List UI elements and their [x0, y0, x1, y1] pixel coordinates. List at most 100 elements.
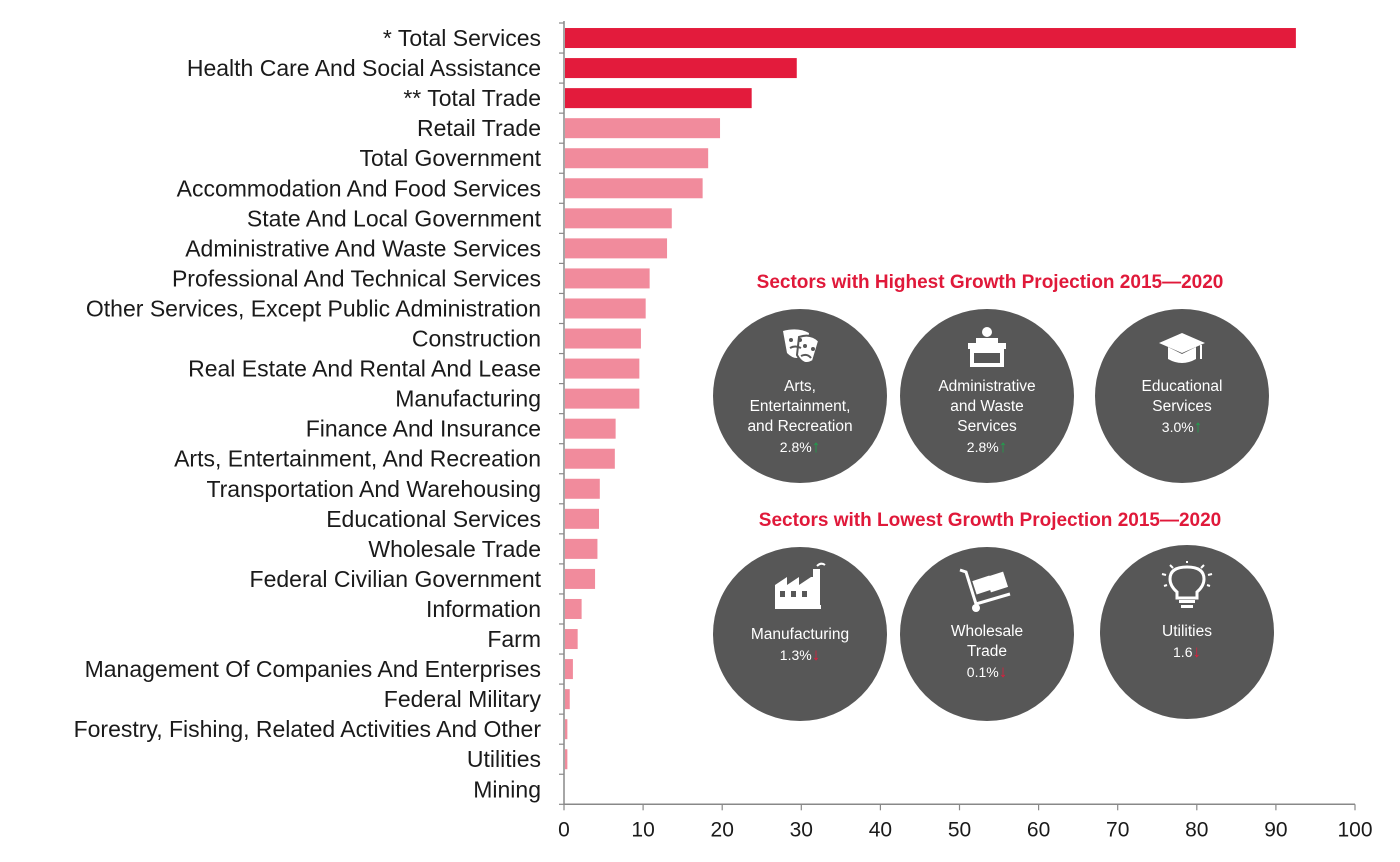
category-label: Forestry, Fishing, Related Activities An…	[74, 716, 542, 742]
x-tick-label: 50	[948, 818, 971, 841]
circle-label-line: Entertainment,	[749, 398, 851, 415]
growth-value: 2.8%	[779, 439, 812, 455]
growth-value: 1.6	[1173, 644, 1193, 660]
category-label: Other Services, Except Public Administra…	[86, 295, 541, 321]
bar	[565, 28, 1296, 49]
circle-label-line: Wholesale	[950, 623, 1024, 640]
category-label: Health Care And Social Assistance	[187, 55, 541, 81]
bar	[565, 178, 703, 199]
bar	[565, 298, 646, 319]
circle-label-line: Manufacturing	[750, 626, 850, 643]
down-arrow-icon: ↓	[1192, 642, 1201, 661]
circle-label-line: Arts,	[784, 378, 816, 395]
circle-label-line: Services	[957, 418, 1017, 435]
bar	[565, 749, 568, 770]
bar	[565, 448, 615, 469]
bar	[565, 58, 797, 79]
bar	[565, 568, 596, 589]
category-label: Administrative And Waste Services	[185, 235, 541, 261]
category-label: Educational Services	[326, 506, 541, 532]
category-label: Arts, Entertainment, And Recreation	[174, 446, 541, 472]
hand-truck-icon	[959, 568, 1011, 612]
category-label: Federal Civilian Government	[250, 566, 542, 592]
bar	[565, 238, 668, 259]
theater-masks-icon	[783, 329, 821, 364]
bar	[565, 148, 709, 169]
bar	[565, 598, 582, 619]
x-tick-label: 20	[711, 818, 734, 841]
x-tick-label: 90	[1264, 818, 1287, 841]
up-arrow-icon: ↑	[811, 437, 821, 456]
x-tick-label: 70	[1106, 818, 1129, 841]
bar	[565, 719, 568, 740]
category-label: Accommodation And Food Services	[177, 175, 541, 201]
x-tick-label: 60	[1027, 818, 1050, 841]
category-label: Transportation And Warehousing	[206, 476, 541, 502]
category-label: Retail Trade	[417, 115, 541, 141]
x-tick-label: 100	[1337, 818, 1372, 841]
x-tick-label: 30	[790, 818, 813, 841]
x-tick-label: 40	[869, 818, 892, 841]
down-arrow-icon: ↓	[998, 662, 1008, 681]
x-tick-label: 10	[631, 818, 654, 841]
bar	[565, 118, 721, 139]
circle-utilities: Utilities 1.6↓	[1100, 545, 1274, 719]
category-label: Information	[426, 596, 541, 622]
bar	[565, 478, 600, 499]
up-arrow-icon: ↑	[1193, 417, 1203, 436]
circle-arts-entertainment: Arts, Entertainment, and Recreation 2.8%…	[713, 309, 887, 483]
circle-label-line: and Waste	[950, 398, 1024, 415]
category-label: Professional And Technical Services	[172, 265, 541, 291]
podium-desk-icon	[968, 327, 1006, 367]
category-label: Management Of Companies And Enterprises	[85, 656, 541, 682]
growth-value: 2.8%	[966, 439, 999, 455]
category-label: Finance And Insurance	[306, 416, 541, 442]
circle-label-line: Administrative	[938, 378, 1036, 395]
category-label: Real Estate And Rental And Lease	[188, 356, 541, 382]
category-label: ** Total Trade	[403, 85, 541, 111]
lightbulb-icon	[1161, 561, 1213, 608]
growth-value: 0.1%	[966, 664, 999, 680]
category-label: State And Local Government	[247, 205, 542, 231]
circle-label-line: Services	[1152, 398, 1212, 415]
up-arrow-icon: ↑	[998, 437, 1008, 456]
circle-educational-services: Educational Services 3.0%↑	[1095, 309, 1269, 483]
graduation-cap-icon	[1159, 333, 1205, 363]
bar	[565, 388, 640, 409]
bar	[565, 208, 672, 229]
bar	[565, 508, 600, 529]
circle-label-line: and Recreation	[747, 418, 853, 435]
lowest-growth-title: Sectors with Lowest Growth Projection 20…	[758, 510, 1222, 531]
category-label: Manufacturing	[395, 386, 541, 412]
category-label: Federal Military	[384, 686, 542, 712]
circle-administrative-waste: Administrative and Waste Services 2.8%↑	[900, 309, 1074, 483]
category-label: Farm	[487, 626, 541, 652]
category-label: * Total Services	[383, 25, 541, 51]
bar	[565, 659, 573, 680]
bar	[565, 629, 578, 650]
bar	[565, 328, 641, 349]
category-label: Mining	[473, 776, 541, 802]
growth-value: 1.3%	[779, 647, 812, 663]
category-label: Construction	[412, 326, 541, 352]
circle-wholesale-trade: Wholesale Trade 0.1%↓	[900, 547, 1074, 721]
bar	[565, 268, 650, 289]
category-label: Total Government	[359, 145, 541, 171]
bar	[565, 538, 598, 559]
circle-manufacturing: Manufacturing 1.3%↓	[713, 547, 887, 721]
x-tick-label: 0	[558, 818, 570, 841]
down-arrow-icon: ↓	[811, 645, 821, 664]
circle-label-line: Utilities	[1162, 623, 1212, 640]
circle-label-line: Educational	[1141, 378, 1223, 395]
growth-value: 3.0%	[1161, 419, 1194, 435]
bar	[565, 689, 570, 710]
bar	[565, 88, 752, 109]
bar	[565, 358, 640, 379]
highest-growth-title: Sectors with Highest Growth Projection 2…	[756, 272, 1224, 293]
circle-label-line: Trade	[967, 643, 1007, 660]
category-label: Utilities	[467, 746, 541, 772]
factory-icon	[775, 562, 826, 609]
bar	[565, 418, 616, 439]
x-tick-label: 80	[1185, 818, 1208, 841]
